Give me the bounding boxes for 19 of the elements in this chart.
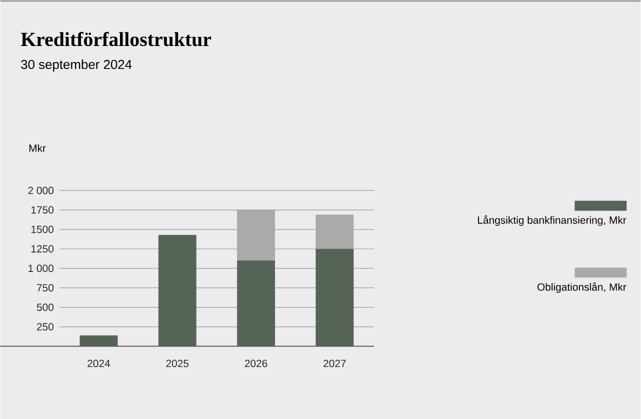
y-tick-label: 1250 <box>31 244 54 252</box>
y-tick-label: 1500 <box>31 225 54 233</box>
chart-subtitle: 30 september 2024 <box>21 59 132 72</box>
y-axis-title: Mkr <box>29 144 46 152</box>
legend-label: Obligationslån, Mkr <box>537 282 626 293</box>
y-tick-label: 250 <box>36 322 54 330</box>
chart-title: Kreditförfallostruktur <box>20 32 212 46</box>
legend-label: Långsiktig bankfinansiering, Mkr <box>478 215 626 226</box>
y-tick-label: 2 000 <box>28 186 54 194</box>
y-tick-label: 1 000 <box>28 264 54 272</box>
x-tick-label: 2027 <box>324 360 346 367</box>
x-tick-label: 2026 <box>244 360 268 367</box>
x-tick-label: 2025 <box>166 360 189 367</box>
bar <box>237 210 275 260</box>
x-tick-label: 2024 <box>88 360 110 367</box>
bar <box>316 214 354 249</box>
y-tick-label: 750 <box>36 284 54 292</box>
y-tick-label: 500 <box>36 303 54 311</box>
y-tick-label: 1750 <box>31 206 54 214</box>
